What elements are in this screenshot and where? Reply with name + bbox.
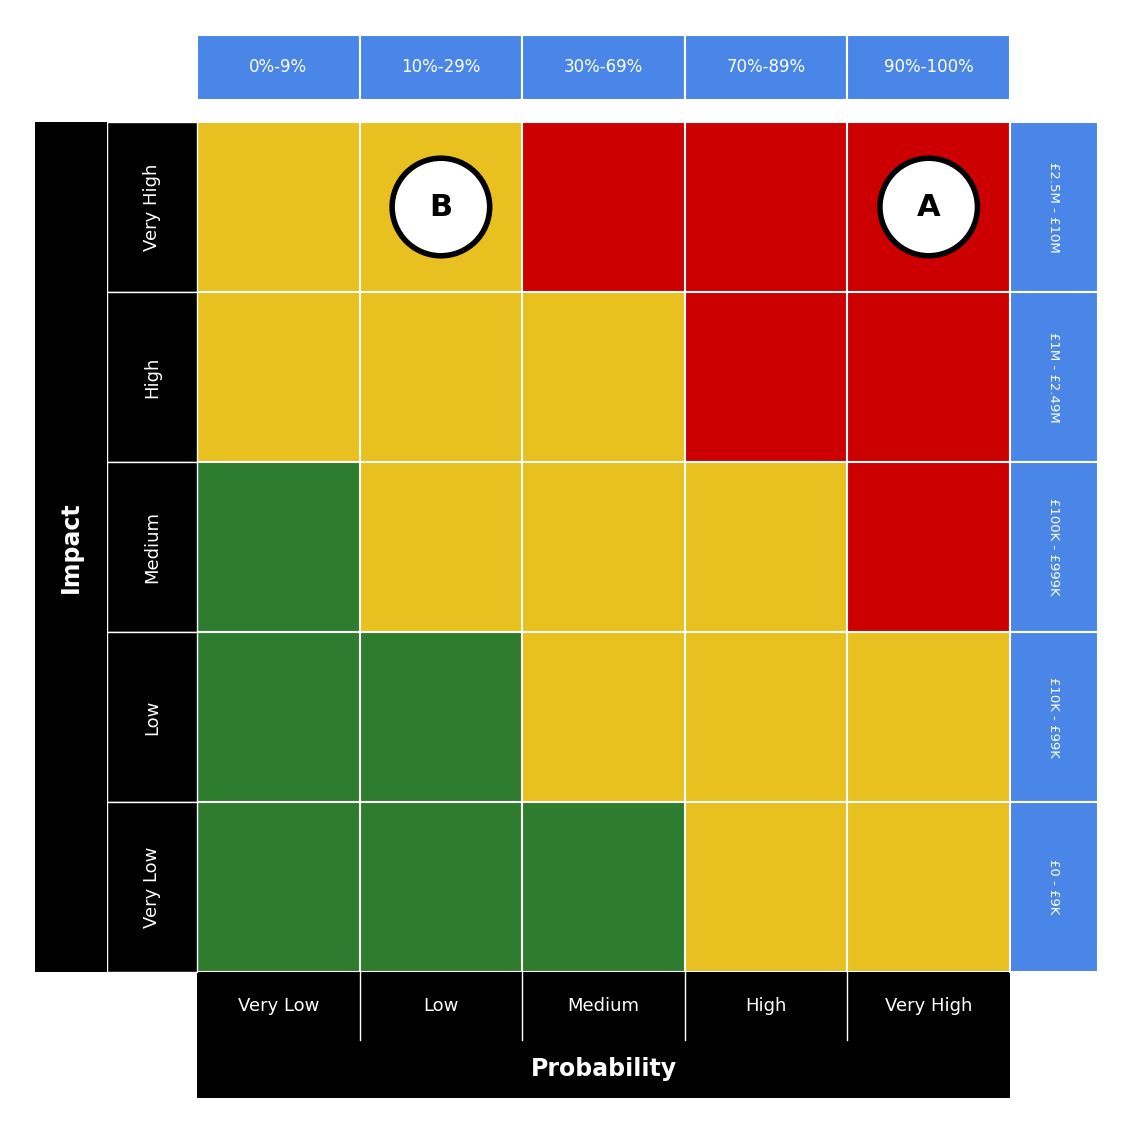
Bar — [107, 632, 197, 802]
Bar — [1010, 122, 1098, 292]
Text: 10%-29%: 10%-29% — [401, 59, 480, 77]
Bar — [359, 462, 522, 632]
Bar — [847, 122, 1010, 292]
Text: B: B — [429, 193, 452, 221]
Bar — [522, 292, 684, 462]
Bar — [107, 292, 197, 462]
Bar — [1010, 292, 1098, 462]
Text: Very Low: Very Low — [238, 997, 320, 1015]
Bar — [107, 122, 197, 292]
Text: Medium: Medium — [568, 997, 639, 1015]
Bar — [522, 462, 684, 632]
Bar — [107, 802, 197, 972]
Bar — [107, 462, 197, 632]
Bar — [522, 122, 684, 292]
Text: Low: Low — [143, 699, 161, 734]
Bar — [359, 292, 522, 462]
Bar — [359, 632, 522, 802]
Text: 90%-100%: 90%-100% — [884, 59, 973, 77]
Bar — [684, 802, 847, 972]
Bar — [522, 802, 684, 972]
Bar — [359, 802, 522, 972]
Text: Medium: Medium — [143, 511, 161, 583]
Bar — [684, 462, 847, 632]
Text: High: High — [746, 997, 786, 1015]
Text: £2.5M - £10M: £2.5M - £10M — [1048, 162, 1060, 253]
Text: 30%-69%: 30%-69% — [564, 59, 644, 77]
Bar — [359, 35, 522, 100]
Bar — [847, 292, 1010, 462]
Text: Low: Low — [424, 997, 459, 1015]
Bar — [197, 35, 359, 100]
Bar — [684, 632, 847, 802]
Bar — [684, 122, 847, 292]
Text: 70%-89%: 70%-89% — [726, 59, 806, 77]
Text: 0%-9%: 0%-9% — [249, 59, 307, 77]
Text: A: A — [917, 193, 940, 221]
Bar — [197, 632, 359, 802]
Bar — [847, 632, 1010, 802]
Bar — [197, 462, 359, 632]
Bar — [522, 632, 684, 802]
Text: Impact: Impact — [59, 501, 83, 593]
Bar — [1010, 802, 1098, 972]
Text: £1M - £2.49M: £1M - £2.49M — [1048, 332, 1060, 423]
Text: £0 - £9K: £0 - £9K — [1048, 859, 1060, 914]
Bar — [197, 292, 359, 462]
Bar — [847, 802, 1010, 972]
Text: Very High: Very High — [143, 163, 161, 250]
Circle shape — [392, 159, 489, 256]
Bar — [35, 122, 107, 972]
Text: High: High — [143, 356, 161, 398]
Bar — [197, 1040, 1010, 1098]
Bar — [847, 462, 1010, 632]
Bar — [197, 972, 1010, 1040]
Bar — [522, 35, 684, 100]
Text: £100K - £999K: £100K - £999K — [1048, 499, 1060, 596]
Text: Probability: Probability — [530, 1057, 676, 1081]
Bar — [197, 802, 359, 972]
Circle shape — [880, 159, 978, 256]
Bar — [847, 35, 1010, 100]
Text: Very High: Very High — [885, 997, 972, 1015]
Bar — [684, 292, 847, 462]
Bar — [359, 122, 522, 292]
Bar — [1010, 632, 1098, 802]
Bar — [1010, 462, 1098, 632]
Text: £10K - £99K: £10K - £99K — [1048, 676, 1060, 758]
Bar — [684, 35, 847, 100]
Text: Very Low: Very Low — [143, 846, 161, 928]
Bar — [197, 122, 359, 292]
